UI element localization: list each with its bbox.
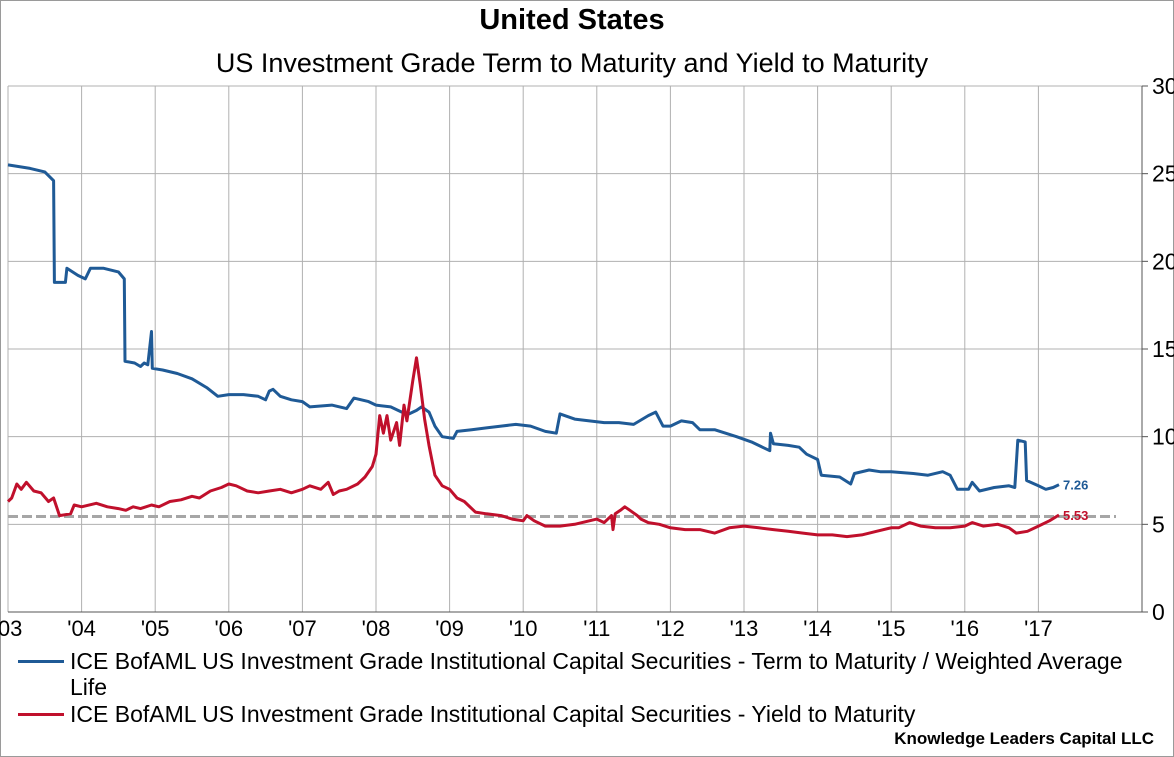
end-label-yield: 5.53 [1063, 508, 1088, 523]
x-tick-label: '08 [362, 616, 391, 641]
y-tick-label: 10 [1152, 424, 1174, 450]
x-tick-label: '06 [214, 616, 243, 641]
end-label-term: 7.26 [1063, 478, 1088, 493]
legend-label-term: ICE BofAML US Investment Grade Instituti… [70, 648, 1123, 700]
legend-item-term: ICE BofAML US Investment Grade Instituti… [18, 648, 1150, 700]
x-tick-label: '16 [950, 616, 979, 641]
x-tick-label: '12 [656, 616, 685, 641]
legend-label-yield: ICE BofAML US Investment Grade Instituti… [70, 701, 916, 727]
x-tick-label: '14 [803, 616, 832, 641]
x-tick-label: '05 [141, 616, 170, 641]
series-line-term [7, 163, 1060, 493]
x-tick-label: '13 [730, 616, 759, 641]
series-line-yield [6, 356, 1060, 539]
source-credit: Knowledge Leaders Capital LLC [894, 729, 1154, 748]
legend-swatch-term [18, 660, 64, 663]
x-tick-label: '10 [509, 616, 538, 641]
y-tick-label: 15 [1152, 336, 1174, 362]
x-tick-label: '11 [583, 616, 610, 641]
x-tick-label: '15 [877, 616, 906, 641]
x-tick-label: '03 [0, 616, 22, 641]
y-tick-label: 5 [1152, 511, 1165, 537]
y-tick-label: 25 [1152, 161, 1174, 187]
legend-item-yield: ICE BofAML US Investment Grade Instituti… [18, 701, 1150, 727]
legend-swatch-yield [18, 713, 64, 716]
x-tick-label: '09 [435, 616, 464, 641]
chart-title: United States [479, 4, 665, 36]
x-tick-label: '07 [288, 616, 317, 641]
x-tick-label: '04 [67, 616, 96, 641]
y-tick-label: 20 [1152, 248, 1174, 274]
y-tick-label: 0 [1152, 599, 1165, 625]
x-tick-label: '17 [1024, 616, 1053, 641]
chart-subtitle: US Investment Grade Term to Maturity and… [215, 48, 929, 78]
y-tick-label: 30 [1152, 73, 1174, 99]
